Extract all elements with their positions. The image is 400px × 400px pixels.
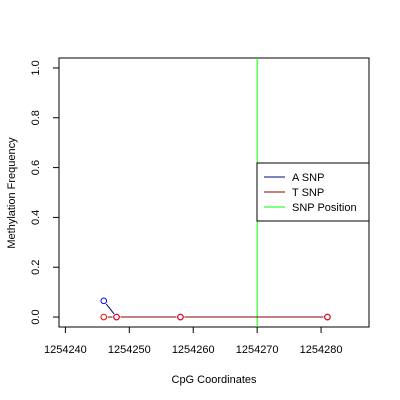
t-snp-point: [177, 313, 184, 321]
t-snp-point: [324, 313, 331, 321]
legend-label-t-snp: T SNP: [292, 187, 324, 199]
x-tick-label: 1254250: [108, 344, 151, 356]
y-axis-label: Methylation Frequency: [6, 137, 18, 249]
y-axis: 0.0 0.2 0.4 0.6 0.8 1.0: [30, 60, 60, 325]
a-snp-point: [100, 297, 108, 305]
x-axis-label: CpG Coordinates: [172, 374, 257, 386]
x-axis: 1254240 1254250 1254260 1254270 1254280: [44, 326, 343, 356]
y-tick-label: 0.4: [30, 210, 42, 225]
y-tick-label: 1.0: [30, 60, 42, 75]
legend-label-snp-position: SNP Position: [292, 202, 357, 214]
x-tick-label: 1254240: [44, 344, 87, 356]
y-tick-label: 0.8: [30, 110, 42, 125]
legend: A SNP T SNP SNP Position: [256, 162, 370, 222]
a-snp-line-segment: [105, 303, 115, 315]
t-snp-point: [113, 313, 120, 321]
y-tick-label: 0.0: [30, 309, 42, 324]
x-tick-label: 1254270: [236, 344, 279, 356]
x-tick-label: 1254260: [172, 344, 215, 356]
t-snp-point: [100, 313, 108, 321]
y-tick-label: 0.2: [30, 260, 42, 275]
x-tick-label: 1254280: [300, 344, 343, 356]
y-tick-label: 0.6: [30, 160, 42, 175]
legend-label-a-snp: A SNP: [292, 172, 324, 184]
